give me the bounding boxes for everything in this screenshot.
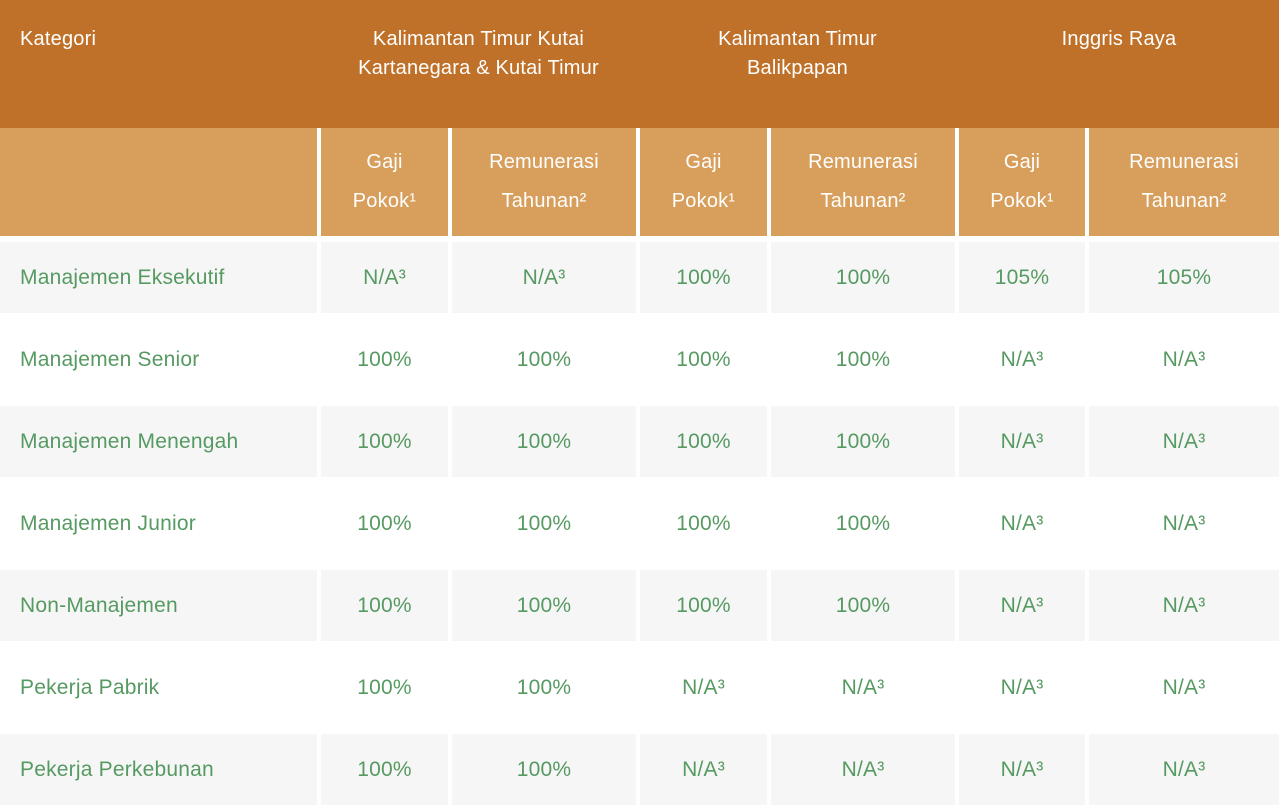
row-label-cell: Manajemen Senior (0, 324, 317, 395)
value-cell: N/A³ (1089, 570, 1279, 641)
subheader-cell-remunerasi-tahunan: Remunerasi Tahunan² (1089, 128, 1279, 236)
table-body: Manajemen Eksekutif N/A³ N/A³ 100% 100% … (0, 242, 1279, 805)
value-cell: N/A³ (959, 652, 1085, 723)
value-cell: N/A³ (321, 242, 448, 313)
subheader-line: Pokok¹ (671, 190, 736, 212)
row-label-cell: Pekerja Pabrik (0, 652, 317, 723)
table-row: Pekerja Pabrik 100% 100% N/A³ N/A³ N/A³ … (0, 652, 1279, 723)
value-cell: 100% (452, 324, 636, 395)
header-group-inggris-raya: Inggris Raya (959, 0, 1279, 128)
value-cell: N/A³ (452, 242, 636, 313)
subheader-line: Remunerasi (1129, 151, 1239, 173)
row-label-cell: Manajemen Menengah (0, 406, 317, 477)
value-cell: N/A³ (1089, 324, 1279, 395)
value-cell: 100% (771, 570, 955, 641)
group-label-line: Kalimantan Timur Kutai (372, 28, 585, 50)
table-row: Manajemen Eksekutif N/A³ N/A³ 100% 100% … (0, 242, 1279, 313)
value-cell: 100% (771, 242, 955, 313)
subheader-line: Tahunan² (820, 190, 906, 212)
group-label-line: Kartanegara & Kutai Timur (358, 57, 599, 79)
group-label-line: Kalimantan Timur (718, 28, 877, 50)
subheader-cell-empty (0, 128, 317, 236)
subheader-line: Tahunan² (501, 190, 587, 212)
subheader-line: Pokok¹ (352, 190, 417, 212)
value-cell: N/A³ (1089, 406, 1279, 477)
value-cell: 100% (321, 570, 448, 641)
group-label-line: Inggris Raya (1061, 28, 1177, 50)
value-cell: 100% (452, 652, 636, 723)
header-group-kaltim-balikpapan: Kalimantan Timur Balikpapan (640, 0, 955, 128)
value-cell: 100% (771, 406, 955, 477)
value-cell: N/A³ (771, 734, 955, 805)
subheader-cell-gaji-pokok: Gaji Pokok¹ (321, 128, 448, 236)
value-cell: 100% (452, 488, 636, 559)
table-row: Manajemen Menengah 100% 100% 100% 100% N… (0, 406, 1279, 477)
subheader-line: Tahunan² (1141, 190, 1227, 212)
subheader-line: Gaji (685, 151, 722, 173)
value-cell: 100% (640, 406, 767, 477)
value-cell: N/A³ (640, 652, 767, 723)
value-cell: N/A³ (959, 570, 1085, 641)
header-cell-kategori: Kategori (0, 0, 317, 128)
row-label-cell: Non-Manajemen (0, 570, 317, 641)
subheader-line: Pokok¹ (990, 190, 1054, 212)
value-cell: N/A³ (959, 406, 1085, 477)
value-cell: N/A³ (1089, 734, 1279, 805)
row-label-cell: Pekerja Perkebunan (0, 734, 317, 805)
value-cell: 100% (452, 734, 636, 805)
subheader-cell-remunerasi-tahunan: Remunerasi Tahunan² (771, 128, 955, 236)
group-label-line: Balikpapan (747, 57, 848, 79)
row-label-cell: Manajemen Eksekutif (0, 242, 317, 313)
subheader-line: Remunerasi (808, 151, 918, 173)
value-cell: N/A³ (640, 734, 767, 805)
value-cell: 105% (1089, 242, 1279, 313)
value-cell: 100% (640, 242, 767, 313)
value-cell: 100% (640, 570, 767, 641)
value-cell: N/A³ (959, 734, 1085, 805)
value-cell: 100% (321, 488, 448, 559)
subheader-line: Gaji (366, 151, 403, 173)
value-cell: N/A³ (959, 324, 1085, 395)
value-cell: 100% (771, 324, 955, 395)
table-row: Non-Manajemen 100% 100% 100% 100% N/A³ N… (0, 570, 1279, 641)
kategori-label: Kategori (20, 28, 97, 50)
row-label-cell: Manajemen Junior (0, 488, 317, 559)
value-cell: N/A³ (1089, 652, 1279, 723)
value-cell: 100% (640, 324, 767, 395)
value-cell: 100% (321, 734, 448, 805)
value-cell: 100% (452, 406, 636, 477)
table-header-subcolumns: Gaji Pokok¹ Remunerasi Tahunan² Gaji Pok… (0, 128, 1279, 236)
value-cell: 100% (321, 406, 448, 477)
subheader-cell-gaji-pokok: Gaji Pokok¹ (640, 128, 767, 236)
value-cell: 100% (771, 488, 955, 559)
table-header-groups: Kategori Kalimantan Timur Kutai Kartaneg… (0, 0, 1279, 128)
value-cell: N/A³ (771, 652, 955, 723)
value-cell: N/A³ (959, 488, 1085, 559)
table-row: Pekerja Perkebunan 100% 100% N/A³ N/A³ N… (0, 734, 1279, 805)
value-cell: 100% (321, 324, 448, 395)
subheader-cell-gaji-pokok: Gaji Pokok¹ (959, 128, 1085, 236)
value-cell: 100% (640, 488, 767, 559)
header-group-kaltim-kutai: Kalimantan Timur Kutai Kartanegara & Kut… (321, 0, 636, 128)
table-row: Manajemen Junior 100% 100% 100% 100% N/A… (0, 488, 1279, 559)
subheader-cell-remunerasi-tahunan: Remunerasi Tahunan² (452, 128, 636, 236)
table-row: Manajemen Senior 100% 100% 100% 100% N/A… (0, 324, 1279, 395)
value-cell: 100% (452, 570, 636, 641)
subheader-line: Gaji (1003, 151, 1041, 173)
subheader-line: Remunerasi (489, 151, 599, 173)
value-cell: 100% (321, 652, 448, 723)
value-cell: 105% (959, 242, 1085, 313)
value-cell: N/A³ (1089, 488, 1279, 559)
